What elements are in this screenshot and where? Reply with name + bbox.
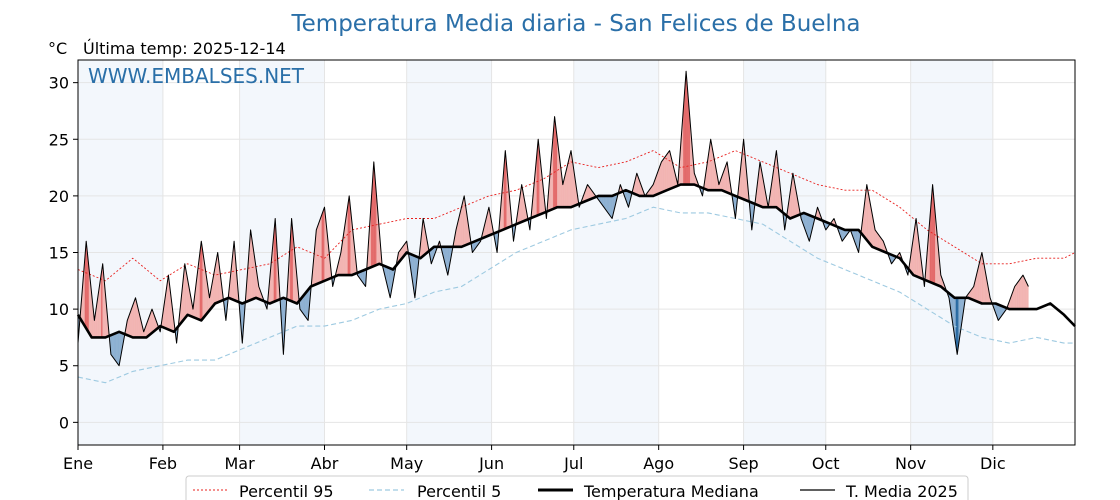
cold-anomaly-fill <box>116 332 118 365</box>
unit-label: °C <box>48 39 67 58</box>
warm-anomaly-fill <box>1014 284 1017 310</box>
y-tick-label: 15 <box>49 244 69 263</box>
watermark: WWW.EMBALSES.NET <box>88 64 305 88</box>
warm-anomaly-fill <box>1017 280 1020 310</box>
x-tick-label: Oct <box>812 454 840 473</box>
cold-anomaly-fill <box>606 195 609 214</box>
warm-anomaly-fill <box>1027 284 1029 310</box>
warm-anomaly-fill <box>317 222 320 284</box>
warm-anomaly-fill <box>321 210 324 283</box>
x-tick-label: Mar <box>225 454 256 473</box>
x-tick-label: Dic <box>980 454 1006 473</box>
warm-anomaly-fill <box>665 153 668 192</box>
warm-anomaly-fill <box>320 214 322 283</box>
cold-anomaly-fill <box>305 291 307 320</box>
warm-anomaly-fill <box>725 161 728 193</box>
warm-anomaly-fill <box>1018 278 1021 310</box>
warm-anomaly-fill <box>1021 274 1024 310</box>
y-tick-label: 10 <box>49 300 69 319</box>
series-line-temperatura-mediana <box>76 183 1076 339</box>
x-tick-label: Feb <box>149 454 177 473</box>
warm-anomaly-fill <box>980 252 983 304</box>
x-tick-label: Jul <box>563 454 583 473</box>
cold-anomaly-fill <box>610 195 613 219</box>
series-line-t-media-2025 <box>77 70 1029 367</box>
cold-anomaly-fill <box>114 332 117 363</box>
y-tick-label: 0 <box>59 413 69 432</box>
warm-anomaly-fill <box>322 207 325 282</box>
warm-anomaly-fill <box>663 155 666 192</box>
x-tick-label: Abr <box>311 454 339 473</box>
warm-anomaly-fill <box>661 159 663 193</box>
legend-label-p5: Percentil 5 <box>417 482 501 500</box>
x-tick-label: Jun <box>478 454 504 473</box>
cold-anomaly-fill <box>609 195 611 218</box>
warm-anomaly-fill <box>347 195 350 276</box>
y-tick-label: 25 <box>49 130 69 149</box>
warm-anomaly-fill <box>1015 282 1018 310</box>
legend-box <box>185 475 969 500</box>
warm-anomaly-fill <box>131 305 133 338</box>
cold-anomaly-fill <box>306 289 309 321</box>
x-tick-label: Ene <box>63 454 93 473</box>
anomaly-fills <box>77 71 1029 367</box>
y-axis-ticks: 0 5 10 15 20 25 30 <box>49 74 78 432</box>
cold-anomaly-fill <box>607 195 610 216</box>
legend-label-median: Temperatura Mediana <box>583 482 759 500</box>
cold-anomaly-fill <box>117 331 120 367</box>
legend-label-2025: T. Media 2025 <box>845 482 958 500</box>
x-axis-ticks: Ene Feb Mar Abr May Jun Jul Ago Sep Oct Nov Dic <box>63 445 1006 473</box>
warm-anomaly-fill <box>668 150 670 190</box>
cold-anomaly-fill <box>112 333 114 359</box>
x-tick-label: Nov <box>895 454 926 473</box>
chart-title: Temperatura Media diaria - San Felices d… <box>291 11 861 37</box>
warm-anomaly-fill <box>662 157 665 193</box>
warm-anomaly-fill <box>569 150 572 208</box>
y-tick-label: 30 <box>49 74 69 93</box>
warm-anomaly-fill <box>554 116 557 209</box>
warm-anomaly-fill <box>666 152 669 191</box>
series-line-percentil-95 <box>77 150 1076 282</box>
warm-anomaly-fill <box>132 301 135 338</box>
legend-label-p95: Percentil 95 <box>239 482 334 500</box>
cold-anomaly-fill <box>113 333 116 361</box>
legend: Percentil 95 Percentil 5 Temperatura Med… <box>185 475 969 500</box>
warm-anomaly-fill <box>659 161 662 194</box>
warm-anomaly-fill <box>318 218 321 284</box>
y-tick-label: 20 <box>49 187 69 206</box>
warm-anomaly-fill <box>874 229 877 249</box>
x-tick-label: Sep <box>729 454 759 473</box>
warm-anomaly-fill <box>133 297 136 338</box>
warm-anomaly-fill <box>876 231 878 250</box>
series-lines <box>76 70 1076 384</box>
warm-anomaly-fill <box>462 195 465 247</box>
x-tick-label: Ago <box>643 454 674 473</box>
warm-anomaly-fill <box>201 241 203 321</box>
y-tick-label: 5 <box>59 357 69 376</box>
warm-anomaly-fill <box>1020 276 1022 310</box>
x-tick-label: May <box>390 454 423 473</box>
last-temp-label: Última temp: 2025-12-14 <box>83 39 286 58</box>
series-line-percentil-5 <box>77 206 1075 384</box>
